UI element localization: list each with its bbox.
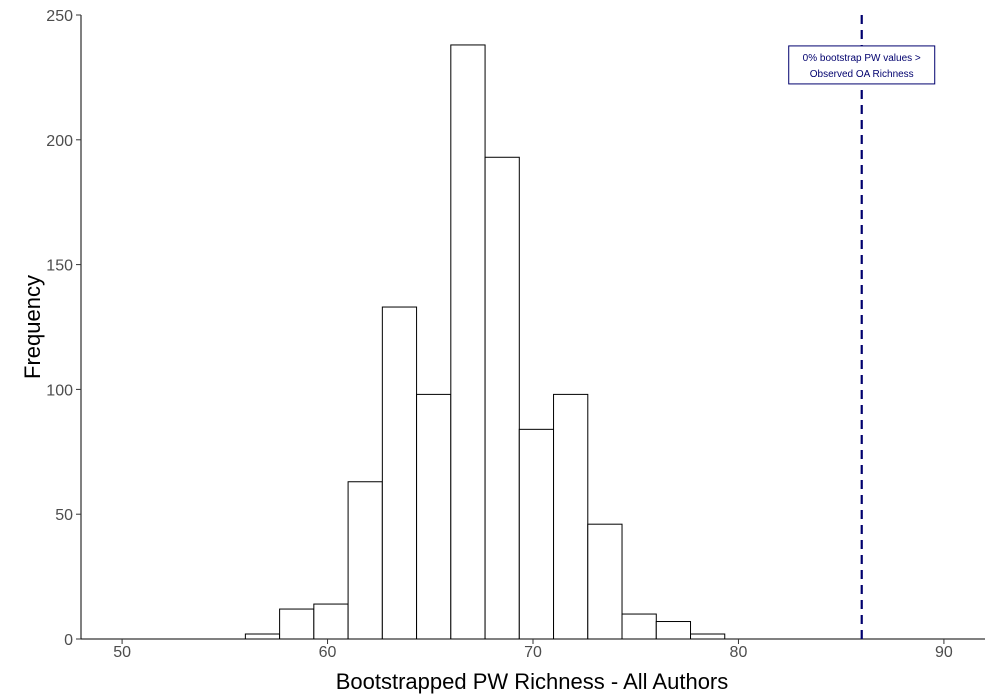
histogram-bars (244, 44, 726, 640)
x-tick-label: 70 (524, 644, 542, 661)
x-tick-label: 80 (730, 644, 748, 661)
histogram-bar (279, 608, 315, 640)
annotation-line-2: Observed OA Richness (810, 69, 914, 80)
x-tick-label: 90 (935, 644, 953, 661)
histogram-bar (655, 621, 692, 640)
histogram-bar (587, 523, 623, 640)
histogram-bar (381, 306, 418, 640)
x-axis-title: Bootstrapped PW Richness - All Authors (336, 669, 729, 694)
histogram-bar (621, 613, 657, 640)
y-tick-label: 0 (64, 632, 73, 649)
histogram-bar (450, 44, 486, 640)
x-axis-ticks: 50 60 70 80 90 (113, 639, 953, 661)
x-tick-label: 50 (113, 644, 131, 661)
y-tick-label: 200 (46, 133, 73, 150)
annotation-box (788, 45, 936, 85)
annotation-label: 0% bootstrap PW values > Observed OA Ric… (788, 45, 936, 85)
histogram-bar (313, 603, 349, 640)
annotation-line-1: 0% bootstrap PW values > (803, 53, 921, 64)
y-tick-label: 50 (55, 507, 73, 524)
y-tick-label: 250 (46, 8, 73, 25)
histogram-bar (484, 156, 520, 640)
histogram-bar (416, 393, 452, 640)
x-tick-label: 60 (319, 644, 337, 661)
y-axis-ticks: 0 50 100 150 200 250 (46, 8, 81, 649)
y-tick-label: 100 (46, 382, 73, 399)
histogram-bar (244, 633, 281, 640)
histogram-bar (518, 428, 555, 640)
y-axis-title: Frequency (20, 275, 45, 379)
histogram-bar (690, 633, 726, 640)
y-tick-label: 150 (46, 258, 73, 275)
histogram-bar (347, 481, 383, 640)
histogram-bar (553, 393, 589, 640)
